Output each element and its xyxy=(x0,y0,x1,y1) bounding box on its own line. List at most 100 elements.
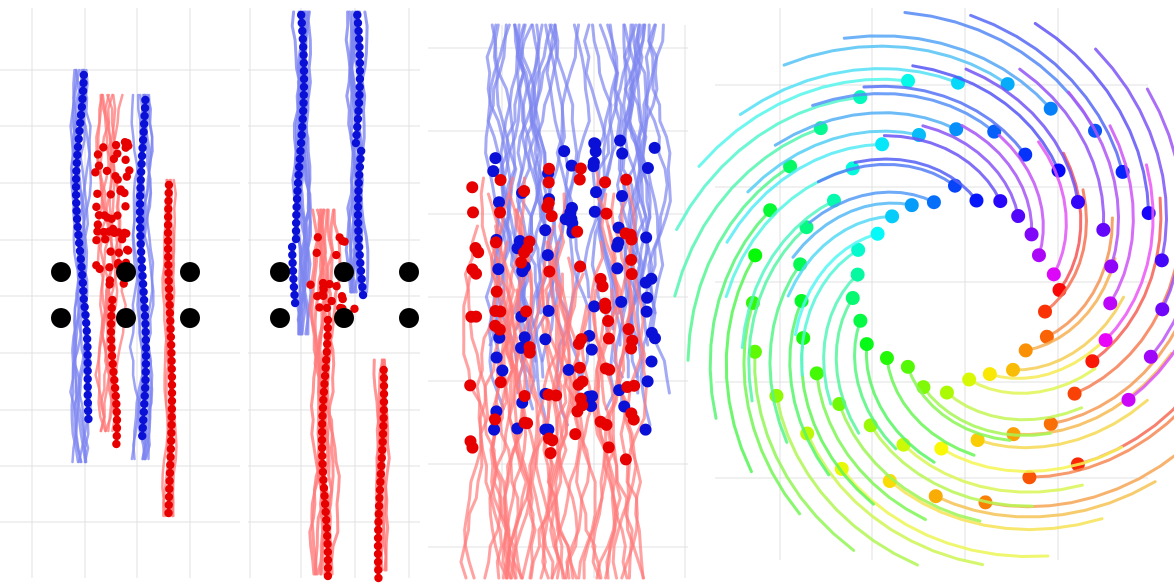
agent-marker xyxy=(121,202,130,211)
agent-trail xyxy=(869,423,1034,508)
agent-marker xyxy=(640,231,653,244)
agent-trail xyxy=(840,467,1050,558)
agent-trail xyxy=(853,319,898,451)
agent-marker xyxy=(323,555,333,565)
agent-marker xyxy=(78,278,88,288)
agent-marker xyxy=(356,266,366,276)
agent-marker xyxy=(166,316,175,326)
agent-marker xyxy=(292,210,301,220)
agent-marker xyxy=(136,231,145,241)
agent-marker xyxy=(350,304,359,313)
agent-marker xyxy=(141,335,151,345)
agent-marker xyxy=(107,311,116,321)
agent-trail xyxy=(553,272,582,580)
agent-marker xyxy=(640,305,653,318)
agent-marker xyxy=(319,483,329,493)
agent-trail xyxy=(675,95,862,231)
agent-marker xyxy=(164,508,173,518)
agent-marker xyxy=(299,90,308,100)
agent-marker xyxy=(79,78,88,88)
agent-trail xyxy=(1067,90,1120,268)
agent-marker xyxy=(543,162,556,175)
obstacle-marker xyxy=(399,308,419,328)
agent-marker xyxy=(135,191,145,201)
obstacle-marker xyxy=(334,308,354,328)
agent-marker xyxy=(319,387,329,397)
agent-marker xyxy=(112,415,122,425)
agent-marker xyxy=(138,279,148,289)
agent-trail xyxy=(634,23,659,315)
agent-marker xyxy=(357,274,366,284)
agent-marker xyxy=(317,427,327,437)
agent-marker xyxy=(354,178,364,188)
agent-marker xyxy=(165,484,174,494)
agent-marker xyxy=(949,122,964,137)
agent-marker xyxy=(136,239,145,249)
agent-marker xyxy=(747,344,762,359)
panel-circular-swap xyxy=(673,8,1174,567)
agent-marker xyxy=(102,166,112,176)
agent-marker xyxy=(72,158,81,168)
agent-marker xyxy=(356,154,365,164)
agent-trail xyxy=(988,332,1112,380)
agent-marker xyxy=(72,166,81,176)
agent-marker xyxy=(75,126,84,136)
agent-marker xyxy=(297,18,306,28)
agent-marker xyxy=(373,533,383,543)
agent-trail xyxy=(746,129,921,194)
agent-marker xyxy=(625,268,638,281)
agent-marker xyxy=(594,272,607,285)
agent-marker xyxy=(319,395,328,405)
agent-marker xyxy=(542,176,555,189)
agent-trail xyxy=(967,367,1097,395)
agent-marker xyxy=(112,431,121,441)
agent-trail xyxy=(708,208,772,420)
agent-trail xyxy=(308,208,326,576)
agent-marker xyxy=(108,295,117,305)
agent-marker xyxy=(293,186,302,196)
agent-marker xyxy=(562,363,575,376)
agent-marker xyxy=(167,404,177,414)
agent-marker xyxy=(74,134,83,144)
obstacle-marker xyxy=(116,308,136,328)
agent-marker xyxy=(93,150,103,159)
agent-marker xyxy=(73,222,82,232)
agent-marker xyxy=(294,170,303,180)
agent-marker xyxy=(167,396,177,406)
agent-marker xyxy=(291,218,301,228)
agent-marker xyxy=(141,95,150,105)
agent-marker xyxy=(354,234,363,244)
agent-marker xyxy=(355,42,364,52)
agent-marker xyxy=(564,206,577,219)
agent-trail xyxy=(618,23,644,379)
agent-marker xyxy=(574,260,587,273)
agent-marker xyxy=(588,300,601,313)
agent-marker xyxy=(79,286,88,296)
agent-marker xyxy=(572,337,585,350)
agent-marker xyxy=(83,398,93,408)
agent-marker xyxy=(296,146,305,156)
agent-marker xyxy=(323,531,332,541)
agent-trail xyxy=(815,371,927,521)
agent-marker xyxy=(107,351,117,361)
agent-marker xyxy=(288,258,297,268)
agent-marker xyxy=(545,210,558,223)
agent-marker xyxy=(550,389,563,402)
agent-trail xyxy=(71,68,89,464)
agent-marker xyxy=(378,429,388,439)
agent-marker xyxy=(95,264,104,274)
agent-marker xyxy=(110,375,119,385)
agent-trail xyxy=(1094,47,1168,262)
agent-marker xyxy=(332,250,341,260)
agent-marker xyxy=(1039,329,1054,344)
agent-trail xyxy=(1043,188,1088,314)
agent-marker xyxy=(313,233,323,242)
agent-marker xyxy=(520,305,533,318)
agent-trail xyxy=(1018,67,1106,232)
agent-marker xyxy=(318,403,328,413)
agent-marker xyxy=(135,199,145,209)
agent-marker xyxy=(571,405,584,418)
agent-marker xyxy=(140,103,150,113)
agent-trail xyxy=(595,224,620,580)
agent-marker xyxy=(79,70,89,80)
